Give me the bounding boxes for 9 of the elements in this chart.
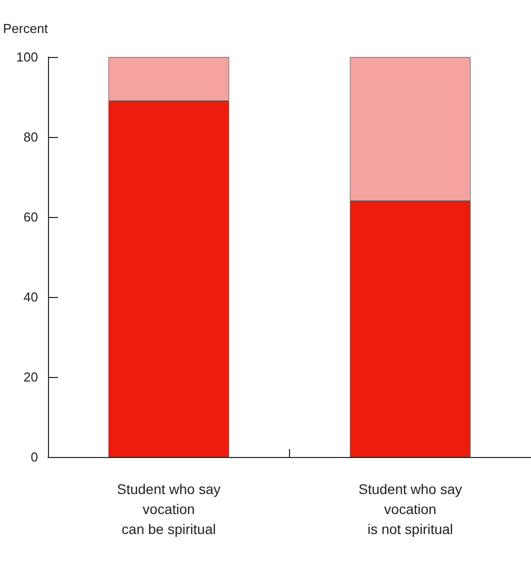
y-axis-title: Percent <box>3 21 48 36</box>
y-tick-label: 100 <box>16 50 38 64</box>
y-tick-label: 60 <box>24 210 38 224</box>
x-tick-label: Student who say vocation can be spiritual <box>116 481 221 537</box>
y-tick-label: 0 <box>30 450 38 464</box>
y-tick-label: 20 <box>24 370 38 384</box>
x-tick-label: Student who say vocation is not spiritual <box>358 481 462 537</box>
y-tick-label: 80 <box>24 130 38 144</box>
y-tick-label: 40 <box>24 290 38 304</box>
